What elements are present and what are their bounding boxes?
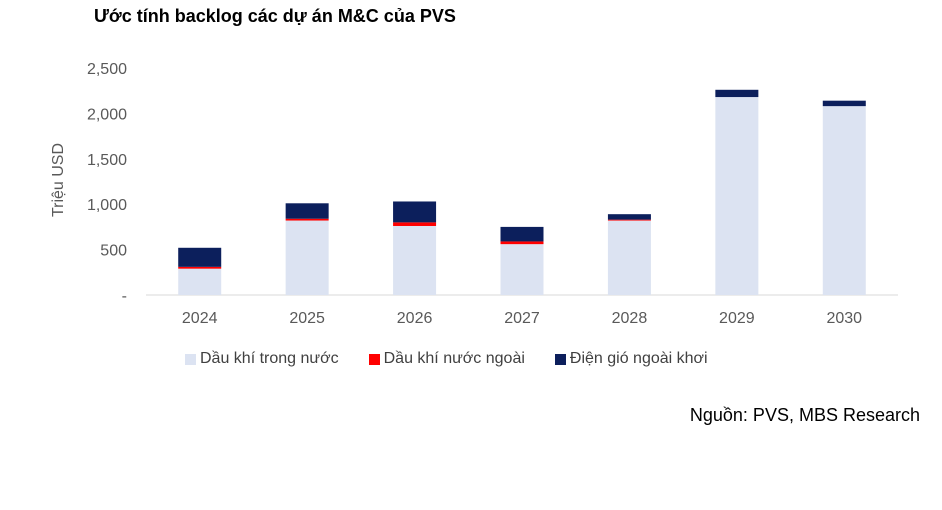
legend: Dầu khí trong nước Dầu khí nước ngoài Điện… <box>185 350 708 368</box>
y-axis-title-group: Triệu USD <box>50 143 67 217</box>
bar-segment-2024-series-2 <box>178 266 222 269</box>
legend-item: Dầu khí trong nước <box>185 350 339 368</box>
x-tick-label: 2028 <box>612 310 648 327</box>
bar-segment-2024-series-3 <box>178 247 222 267</box>
legend-label: Dầu khí trong nước <box>200 350 339 367</box>
y-tick-label: - <box>122 288 127 305</box>
legend-label: Dầu khí nước ngoài <box>383 350 525 367</box>
x-tick-label: 2030 <box>826 310 862 327</box>
bar-segment-2028-series-3 <box>607 214 651 220</box>
y-tick-label: 500 <box>100 243 127 260</box>
bar-segment-2029-series-1 <box>715 97 759 295</box>
bars <box>178 89 866 295</box>
y-axis-ticks: - 500 1,000 1,500 2,000 2,500 <box>87 61 127 305</box>
legend-item: Điện gió ngoài khơi <box>554 350 708 368</box>
x-tick-label: 2024 <box>182 310 218 327</box>
source-note: Nguồn: PVS, MBS Research <box>689 405 920 425</box>
legend-label: Điện gió ngoài khơi <box>569 350 708 367</box>
x-tick-label: 2027 <box>504 310 540 327</box>
bar-segment-2028-series-1 <box>607 220 651 295</box>
bar-segment-2027-series-1 <box>500 244 544 295</box>
bar-segment-2024-series-1 <box>178 268 222 295</box>
bar-segment-2026-series-3 <box>393 201 437 223</box>
bar-segment-2029-series-3 <box>715 89 759 98</box>
y-tick-label: 1,500 <box>87 152 127 169</box>
x-tick-label: 2029 <box>719 310 755 327</box>
y-axis-title: Triệu USD <box>50 143 67 217</box>
bar-segment-2025-series-3 <box>285 203 329 219</box>
x-tick-label: 2025 <box>289 310 325 327</box>
x-axis-ticks: 2024 2025 2026 2027 2028 2029 2030 <box>182 310 862 327</box>
x-tick-label: 2026 <box>397 310 433 327</box>
bar-segment-2025-series-2 <box>285 218 329 221</box>
bar-segment-2028-series-2 <box>607 219 651 221</box>
bar-segment-2026-series-2 <box>393 222 437 226</box>
y-tick-label: 1,000 <box>87 197 127 214</box>
chart-title: Ước tính backlog các dự án M&C của PVS <box>94 6 456 26</box>
bar-segment-2027-series-3 <box>500 226 544 242</box>
legend-item: Dầu khí nước ngoài <box>368 350 525 368</box>
legend-swatch <box>185 353 196 365</box>
legend-swatch <box>368 353 380 365</box>
bar-segment-2026-series-1 <box>393 225 437 295</box>
bar-segment-2030-series-3 <box>822 100 866 107</box>
bar-segment-2027-series-2 <box>500 241 544 245</box>
y-tick-label: 2,000 <box>87 106 127 123</box>
y-tick-label: 2,500 <box>87 61 127 78</box>
legend-swatch <box>554 353 566 365</box>
bar-segment-2025-series-1 <box>285 220 329 295</box>
bar-segment-2030-series-1 <box>822 106 866 295</box>
